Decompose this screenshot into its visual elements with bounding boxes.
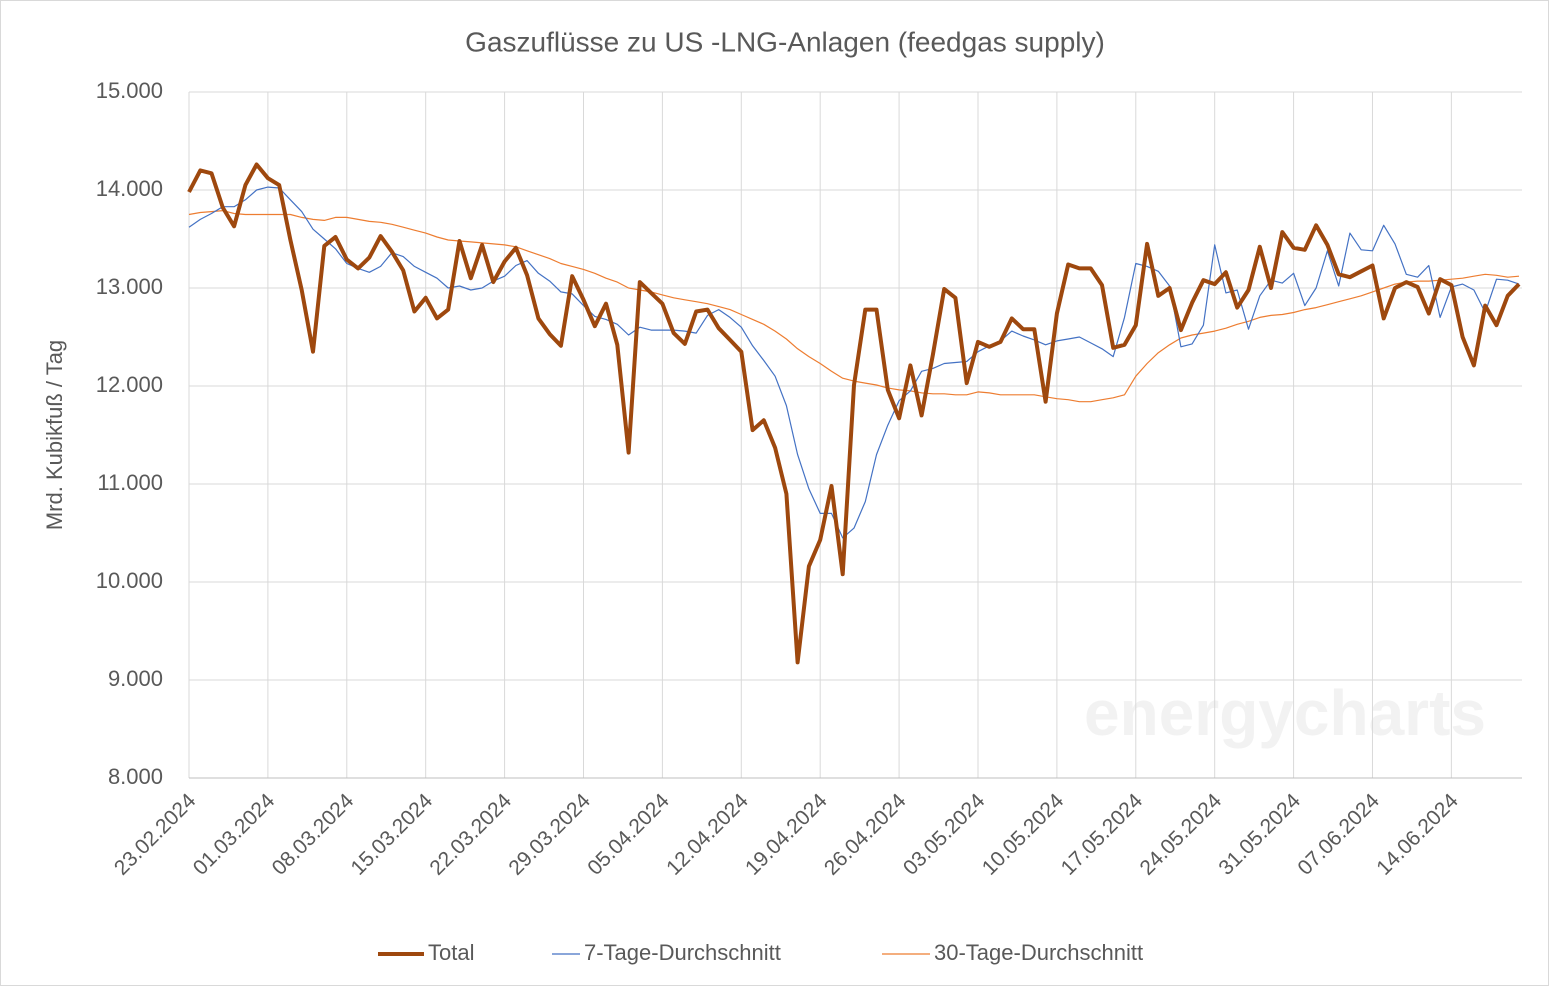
y-tick-label: 8.000 [108,764,163,789]
y-tick-label: 10.000 [96,568,163,593]
series-line [187,162,1521,665]
legend-label: 30-Tage-Durchschnitt [934,940,1143,965]
legend-label: Total [428,940,474,965]
y-tick-label: 9.000 [108,666,163,691]
y-tick-label: 13.000 [96,274,163,299]
legend-label: 7-Tage-Durchschnitt [584,940,781,965]
y-tick-label: 15.000 [96,78,163,103]
y-tick-label: 14.000 [96,176,163,201]
y-tick-label: 11.000 [97,470,163,495]
watermark: energycharts [1084,677,1486,749]
chart-title: Gaszuflüsse zu US -LNG-Anlagen (feedgas … [465,26,1105,57]
y-axis-label: Mrd. Kubikfuß / Tag [42,340,67,530]
series-line [188,186,1520,539]
y-tick-label: 12.000 [96,372,163,397]
